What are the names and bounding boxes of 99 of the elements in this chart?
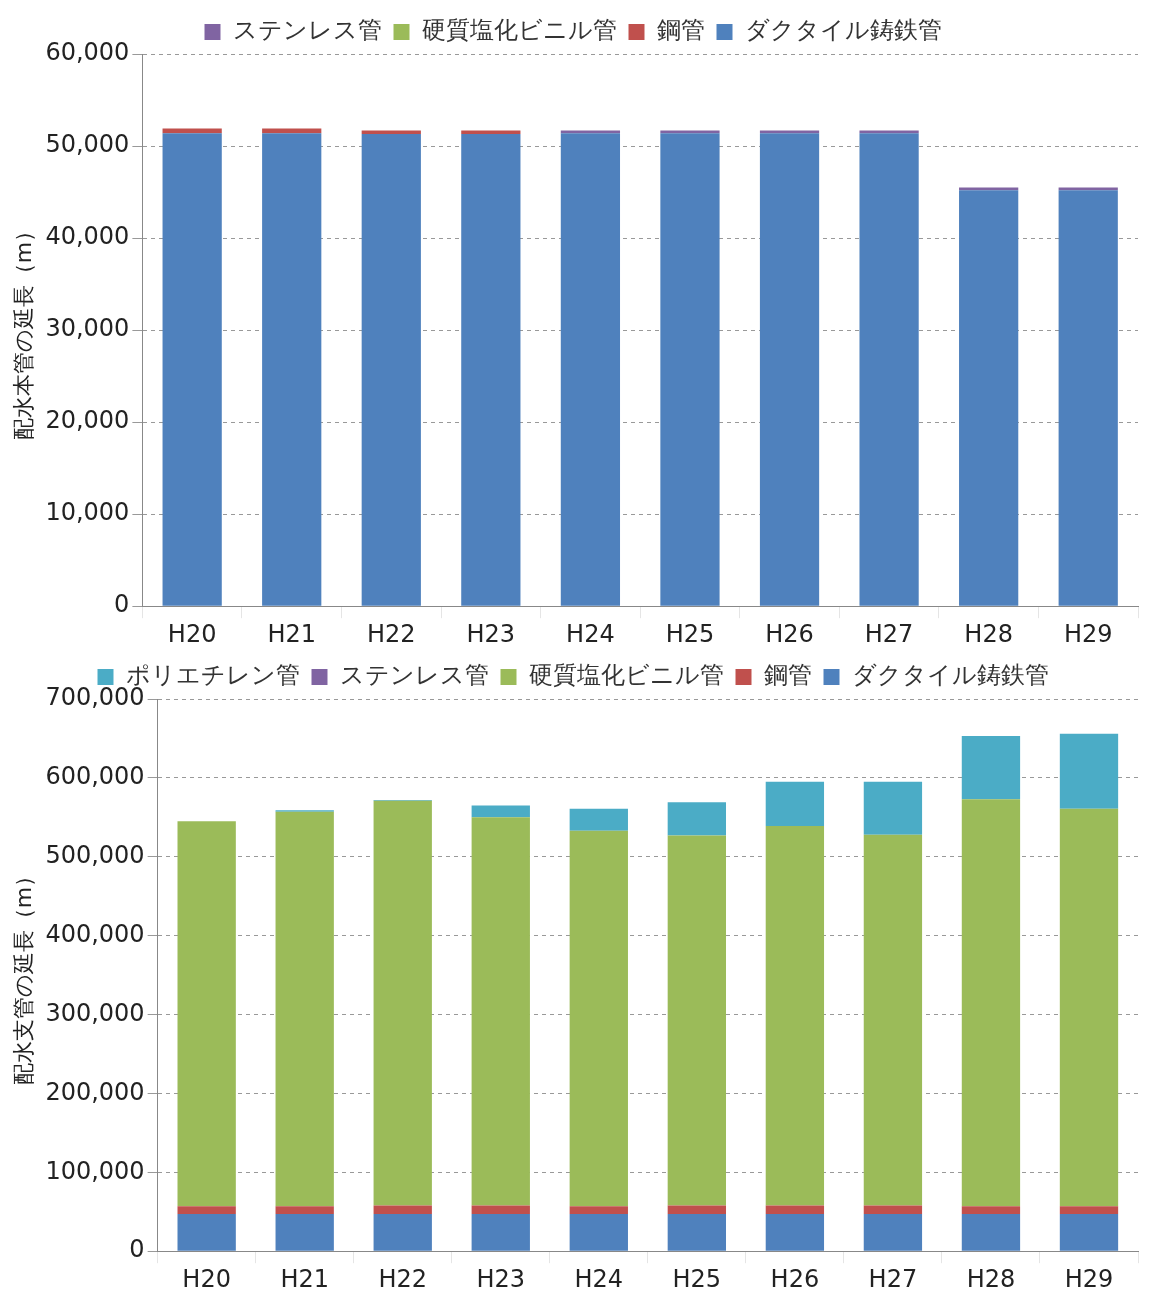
y-tick-label: 0 — [129, 1235, 145, 1264]
bar — [471, 1214, 530, 1251]
x-tick-label: H29 — [1063, 619, 1113, 648]
bar — [765, 1205, 825, 1215]
bar — [961, 736, 1021, 800]
bar — [961, 799, 1021, 1207]
bar — [569, 808, 628, 831]
y-tick-label: 600,000 — [45, 762, 145, 791]
x-tick-label: H25 — [672, 1264, 722, 1293]
bar — [1059, 1206, 1119, 1215]
bar — [569, 830, 628, 1207]
bar — [1059, 808, 1119, 1207]
bar — [1058, 187, 1118, 191]
bar — [863, 1205, 923, 1215]
bar — [959, 190, 1019, 606]
x-tick-label: H20 — [167, 619, 217, 648]
bar — [560, 130, 621, 134]
bar — [471, 817, 530, 1206]
legend-label: ステンレス管 — [339, 661, 489, 690]
bar — [569, 1214, 628, 1251]
x-tick-label: H22 — [366, 619, 416, 648]
bar — [361, 130, 421, 135]
legend-label: 硬質塩化ビニル管 — [421, 16, 617, 45]
legend-label: ダクタイル鋳鉄管 — [744, 16, 942, 45]
bar — [759, 130, 820, 134]
bar — [667, 1205, 727, 1215]
bar — [859, 130, 919, 134]
bar — [569, 1206, 628, 1215]
x-tick-label: H26 — [770, 1264, 820, 1293]
y-axis-title: 配水本管の延長（m） — [10, 219, 36, 441]
bar — [667, 1214, 727, 1251]
x-tick-label: H23 — [476, 1264, 526, 1293]
bar — [373, 800, 432, 1206]
bar — [1058, 190, 1118, 606]
y-axis-title: 配水支管の延長（m） — [10, 864, 36, 1086]
bar — [859, 133, 919, 606]
x-tick-label: H24 — [574, 1264, 624, 1293]
bar — [863, 1214, 923, 1251]
bar — [262, 133, 322, 606]
x-tick-label: H28 — [964, 619, 1013, 648]
bar — [765, 826, 825, 1206]
y-tick-label: 200,000 — [45, 1077, 145, 1106]
bar — [759, 133, 820, 606]
bar — [765, 781, 825, 827]
bar — [275, 1206, 334, 1215]
bar — [177, 1206, 236, 1215]
x-tick-label: H22 — [378, 1264, 428, 1293]
x-tick-label: H26 — [765, 619, 814, 648]
bar — [471, 1205, 530, 1215]
x-tick-label: H27 — [864, 619, 914, 648]
bar — [361, 134, 421, 606]
x-tick-label: H21 — [267, 619, 317, 648]
y-tick-label: 100,000 — [45, 1156, 145, 1185]
bar — [863, 834, 923, 1206]
x-tick-label: H25 — [665, 619, 715, 648]
bar — [177, 1214, 236, 1251]
bar — [461, 130, 521, 135]
y-tick-label: 10,000 — [45, 498, 130, 527]
y-tick-label: 20,000 — [45, 406, 130, 435]
y-tick-label: 40,000 — [45, 222, 130, 251]
x-tick-label: H29 — [1064, 1264, 1114, 1293]
y-tick-label: 500,000 — [45, 841, 145, 870]
x-tick-label: H23 — [466, 619, 516, 648]
x-tick-label: H24 — [566, 619, 615, 648]
bar — [461, 134, 521, 606]
y-tick-label: 400,000 — [45, 919, 145, 948]
x-tick-label: H28 — [966, 1264, 1016, 1293]
bar — [373, 1205, 432, 1215]
legend-label: 硬質塩化ビニル管 — [528, 661, 724, 690]
bar — [1059, 1214, 1119, 1251]
bar — [863, 781, 923, 835]
x-tick-label: H27 — [868, 1264, 918, 1293]
bar — [162, 133, 222, 606]
bar — [560, 133, 621, 606]
bar — [660, 133, 720, 606]
bar — [961, 1206, 1021, 1215]
bar — [765, 1214, 825, 1251]
bar — [959, 187, 1019, 191]
bar — [471, 805, 530, 818]
y-tick-label: 30,000 — [45, 314, 130, 343]
bar — [1059, 733, 1119, 809]
x-tick-label: H20 — [182, 1264, 231, 1293]
legend-label: 鋼管 — [763, 661, 812, 690]
legend-label: 鋼管 — [656, 16, 705, 45]
legend-label: ステンレス管 — [232, 16, 382, 45]
x-tick-label: H21 — [280, 1264, 329, 1293]
bar — [177, 821, 236, 1207]
bar — [961, 1214, 1021, 1251]
bar — [373, 1214, 432, 1251]
y-tick-label: 50,000 — [45, 130, 130, 159]
bar — [275, 811, 334, 1207]
y-tick-label: 60,000 — [45, 38, 130, 67]
legend-label: ダクタイル鋳鉄管 — [851, 661, 1049, 690]
y-tick-label: 0 — [114, 590, 130, 619]
y-tick-label: 300,000 — [45, 998, 145, 1027]
bar — [660, 130, 720, 134]
bar — [275, 1214, 334, 1251]
bar — [667, 835, 727, 1206]
bar — [667, 802, 727, 836]
